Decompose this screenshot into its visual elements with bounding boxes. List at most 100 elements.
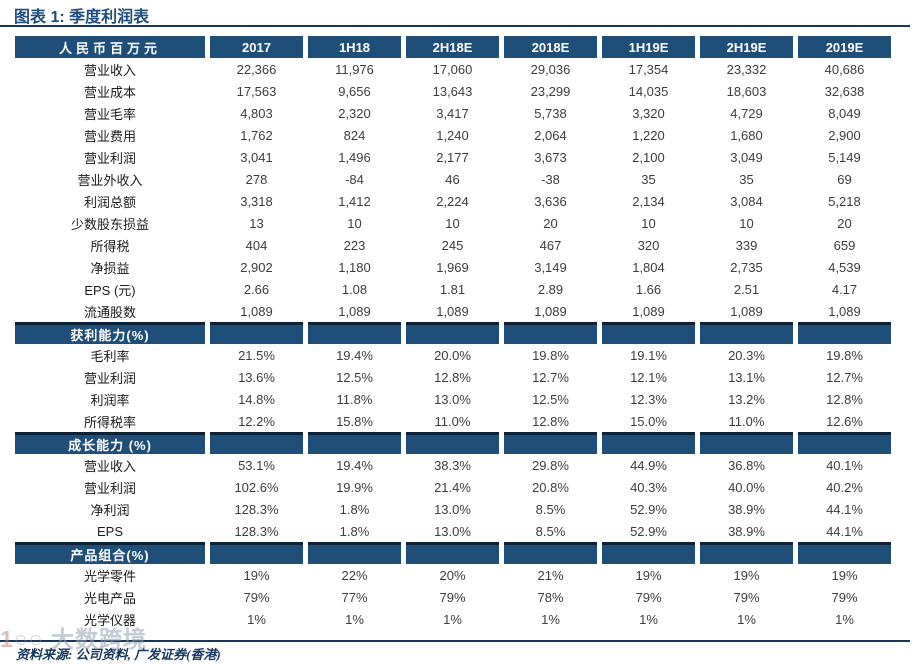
- section-band-cell: [406, 432, 499, 454]
- value-cell: 14.8%: [238, 391, 275, 407]
- value-cell: 29,036: [530, 61, 571, 77]
- table-row: 所得税 404 223 245 467 320 339 659: [15, 234, 891, 256]
- table-row: 利润总额 3,318 1,412 2,224 3,636 2,134 3,084 5,218: [15, 190, 891, 212]
- value-cell: 17,563: [236, 83, 277, 99]
- value-cell: 1,089: [828, 303, 861, 319]
- value-cell: 14,035: [628, 83, 669, 99]
- value-cell: 1,680: [730, 127, 763, 143]
- value-cell: 22%: [341, 567, 368, 583]
- table-head: 人民币百万元 2017 1H18 2H18E 2018E 1H19E 2H19E 2019E: [15, 36, 891, 58]
- value-cell: 12.5%: [532, 391, 569, 407]
- value-cell: 128.3%: [234, 501, 279, 517]
- footer-divider: [0, 640, 910, 642]
- value-cell: 3,041: [240, 149, 273, 165]
- value-cell: 2,224: [436, 193, 469, 209]
- value-cell: 15.0%: [630, 413, 667, 429]
- value-cell: 1.8%: [339, 523, 370, 539]
- value-cell: 10: [445, 215, 460, 231]
- value-cell: 15.8%: [336, 413, 373, 429]
- value-cell: 404: [245, 237, 268, 253]
- value-cell: 38.3%: [434, 457, 471, 473]
- section-band-cell: [700, 432, 793, 454]
- value-cell: 2.66: [243, 281, 270, 297]
- row-label: 营业成本: [83, 84, 136, 100]
- value-cell: 19.9%: [336, 479, 373, 495]
- row-label: 光学仪器: [83, 612, 136, 628]
- column-header: 1H18: [308, 36, 401, 58]
- value-cell: 13,643: [432, 83, 473, 99]
- value-cell: 320: [637, 237, 660, 253]
- value-cell: 79%: [243, 589, 270, 605]
- section-band-cell: [700, 322, 793, 344]
- value-cell: 2,900: [828, 127, 861, 143]
- row-label: 少数股东损益: [70, 216, 149, 232]
- value-cell: 2,177: [436, 149, 469, 165]
- section-band-cell: [504, 322, 597, 344]
- column-header: 2017: [210, 36, 303, 58]
- value-cell: 1,089: [240, 303, 273, 319]
- value-cell: 46: [445, 171, 460, 187]
- value-cell: 5,218: [828, 193, 861, 209]
- value-cell: 20.8%: [532, 479, 569, 495]
- value-cell: 12.8%: [532, 413, 569, 429]
- value-cell: 11.8%: [336, 391, 373, 407]
- value-cell: 52.9%: [630, 523, 667, 539]
- value-cell: 10: [347, 215, 362, 231]
- value-cell: 12.1%: [630, 369, 667, 385]
- value-cell: 1,220: [632, 127, 665, 143]
- value-cell: 5,149: [828, 149, 861, 165]
- row-label: 所得税: [90, 238, 130, 254]
- row-label: 净损益: [90, 260, 130, 276]
- value-cell: 36.8%: [728, 457, 765, 473]
- value-cell: 11.0%: [434, 413, 471, 429]
- value-cell: 1,240: [436, 127, 469, 143]
- value-cell: 79%: [831, 589, 858, 605]
- section-header: 成长能力 (%): [15, 432, 205, 454]
- value-cell: 3,049: [730, 149, 763, 165]
- section-band-cell: [602, 322, 695, 344]
- value-cell: 10: [739, 215, 754, 231]
- table-row: 营业利润 3,041 1,496 2,177 3,673 2,100 3,049 5,149: [15, 146, 891, 168]
- title-divider: [0, 25, 910, 27]
- table-row: 营业收入 53.1% 19.4% 38.3% 29.8% 44.9% 36.8% 40.1%: [15, 454, 891, 476]
- section-band-cell: [602, 542, 695, 564]
- value-cell: 3,673: [534, 149, 567, 165]
- value-cell: 1,089: [534, 303, 567, 319]
- value-cell: 13.6%: [238, 369, 275, 385]
- table-row: 所得税率 12.2% 15.8% 11.0% 12.8% 15.0% 11.0% 12.6%: [15, 410, 891, 432]
- section-band-cell: [406, 542, 499, 564]
- value-cell: 40.3%: [630, 479, 667, 495]
- value-cell: 12.3%: [630, 391, 667, 407]
- table-row: 光学仪器 1% 1% 1% 1% 1% 1% 1%: [15, 608, 891, 630]
- value-cell: 128.3%: [234, 523, 279, 539]
- value-cell: 23,299: [530, 83, 571, 99]
- value-cell: 78%: [537, 589, 564, 605]
- table-row: 利润率 14.8% 11.8% 13.0% 12.5% 12.3% 13.2% 12.8%: [15, 388, 891, 410]
- value-cell: 4,539: [828, 259, 861, 275]
- section-band-cell: [210, 432, 303, 454]
- row-label: 光学零件: [83, 568, 136, 584]
- table-row: 营业外收入 278 -84 46 -38 35 35 69: [15, 168, 891, 190]
- table-row: 营业成本 17,563 9,656 13,643 23,299 14,035 18,603 3…: [15, 80, 891, 102]
- value-cell: 1,180: [338, 259, 371, 275]
- table-row: 光学零件 19% 22% 20% 21% 19% 19% 19%: [15, 564, 891, 586]
- value-cell: 659: [833, 237, 856, 253]
- row-label: 营业费用: [83, 128, 136, 144]
- figure-title: 图表 1: 季度利润表: [14, 9, 150, 26]
- value-cell: 77%: [341, 589, 368, 605]
- value-cell: 1,762: [240, 127, 273, 143]
- value-cell: 2.51: [733, 281, 760, 297]
- section-header: 产品组合(%): [15, 542, 205, 564]
- value-cell: 13.0%: [434, 523, 471, 539]
- column-header: 2H19E: [700, 36, 793, 58]
- row-label: 利润率: [90, 392, 130, 408]
- value-cell: 44.1%: [826, 523, 863, 539]
- column-header: 2018E: [504, 36, 597, 58]
- value-cell: 19.4%: [336, 347, 373, 363]
- value-cell: 1,412: [338, 193, 371, 209]
- value-cell: 12.7%: [532, 369, 569, 385]
- table-row: 净利润 128.3% 1.8% 13.0% 8.5% 52.9% 38.9% 44.1%: [15, 498, 891, 520]
- value-cell: 824: [343, 127, 366, 143]
- section-band-cell: [504, 542, 597, 564]
- row-label: 营业利润: [83, 370, 136, 386]
